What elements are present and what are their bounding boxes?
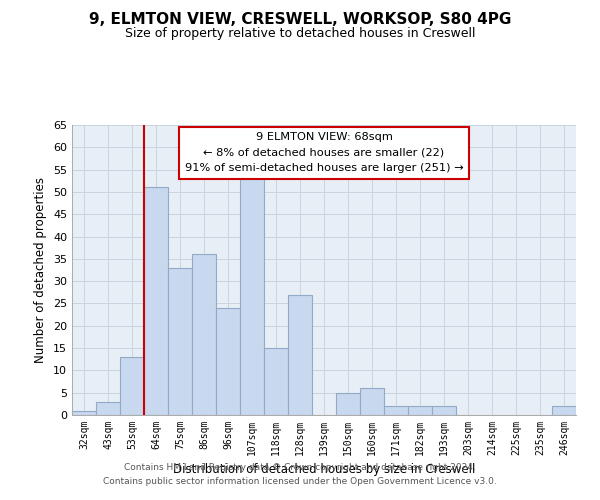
Bar	[240, 174, 264, 415]
Bar	[288, 294, 312, 415]
Bar	[72, 410, 96, 415]
Bar	[552, 406, 576, 415]
Bar	[120, 357, 144, 415]
Bar	[192, 254, 216, 415]
Bar	[216, 308, 240, 415]
Bar	[384, 406, 408, 415]
Bar	[96, 402, 120, 415]
Bar	[144, 188, 168, 415]
Text: 9 ELMTON VIEW: 68sqm
← 8% of detached houses are smaller (22)
91% of semi-detach: 9 ELMTON VIEW: 68sqm ← 8% of detached ho…	[185, 132, 463, 173]
Bar	[168, 268, 192, 415]
Y-axis label: Number of detached properties: Number of detached properties	[34, 177, 47, 363]
Bar	[336, 392, 360, 415]
Bar	[360, 388, 384, 415]
Text: 9, ELMTON VIEW, CRESWELL, WORKSOP, S80 4PG: 9, ELMTON VIEW, CRESWELL, WORKSOP, S80 4…	[89, 12, 511, 28]
Text: Size of property relative to detached houses in Creswell: Size of property relative to detached ho…	[125, 28, 475, 40]
Bar	[432, 406, 456, 415]
Bar	[264, 348, 288, 415]
X-axis label: Distribution of detached houses by size in Creswell: Distribution of detached houses by size …	[173, 464, 475, 476]
Bar	[408, 406, 432, 415]
Text: Contains HM Land Registry data © Crown copyright and database right 2024.: Contains HM Land Registry data © Crown c…	[124, 464, 476, 472]
Text: Contains public sector information licensed under the Open Government Licence v3: Contains public sector information licen…	[103, 477, 497, 486]
